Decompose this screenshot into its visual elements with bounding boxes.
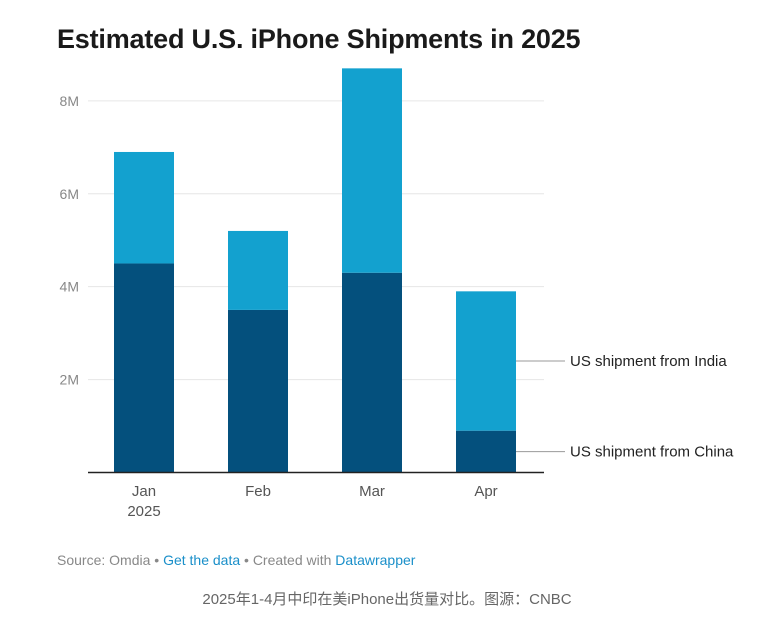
x-axis: Jan 2025 Feb Mar Apr [127,483,497,520]
chart-title: Estimated U.S. iPhone Shipments in 2025 [57,24,581,54]
x-tick-label: Jan [132,483,156,500]
x-tick-label: Apr [474,483,497,500]
bar-mar-india [342,68,402,273]
bar-mar-china [342,272,402,473]
image-caption: 2025年1-4月中印在美iPhone出货量对比。图源：CNBC [202,591,572,608]
legend: US shipment from China US shipment from I… [516,353,734,461]
datawrapper-link[interactable]: Datawrapper [335,552,416,568]
bar-feb-china [228,309,288,473]
separator: • [154,552,160,568]
get-the-data-link[interactable]: Get the data [163,552,241,568]
y-tick-label: 2M [60,372,79,388]
separator: • [244,552,249,568]
x-tick-label: Mar [359,483,385,500]
bar-jan-china [114,263,174,473]
legend-label-china: US shipment from China [570,444,734,461]
source-label: Source: Omdia [57,552,151,568]
bar-apr-china [456,430,516,473]
x-tick-sublabel: 2025 [127,503,160,520]
stacked-bar-chart: 2M 4M 6M 8M Jan 2025 Feb Mar Apr US shipment fr… [60,68,734,520]
legend-label-india: US shipment from India [570,353,727,370]
source-line: Source: Omdia • Get the data • Created w… [57,552,415,568]
y-axis: 2M 4M 6M 8M [60,93,79,388]
y-tick-label: 4M [60,279,79,295]
x-tick-label: Feb [245,483,271,500]
bars [114,68,516,473]
bar-feb-india [228,230,288,310]
bar-jan-india [114,151,174,264]
y-tick-label: 6M [60,186,79,202]
bar-apr-india [456,291,516,431]
y-tick-label: 8M [60,93,79,109]
created-with-label: Created with [252,552,332,568]
